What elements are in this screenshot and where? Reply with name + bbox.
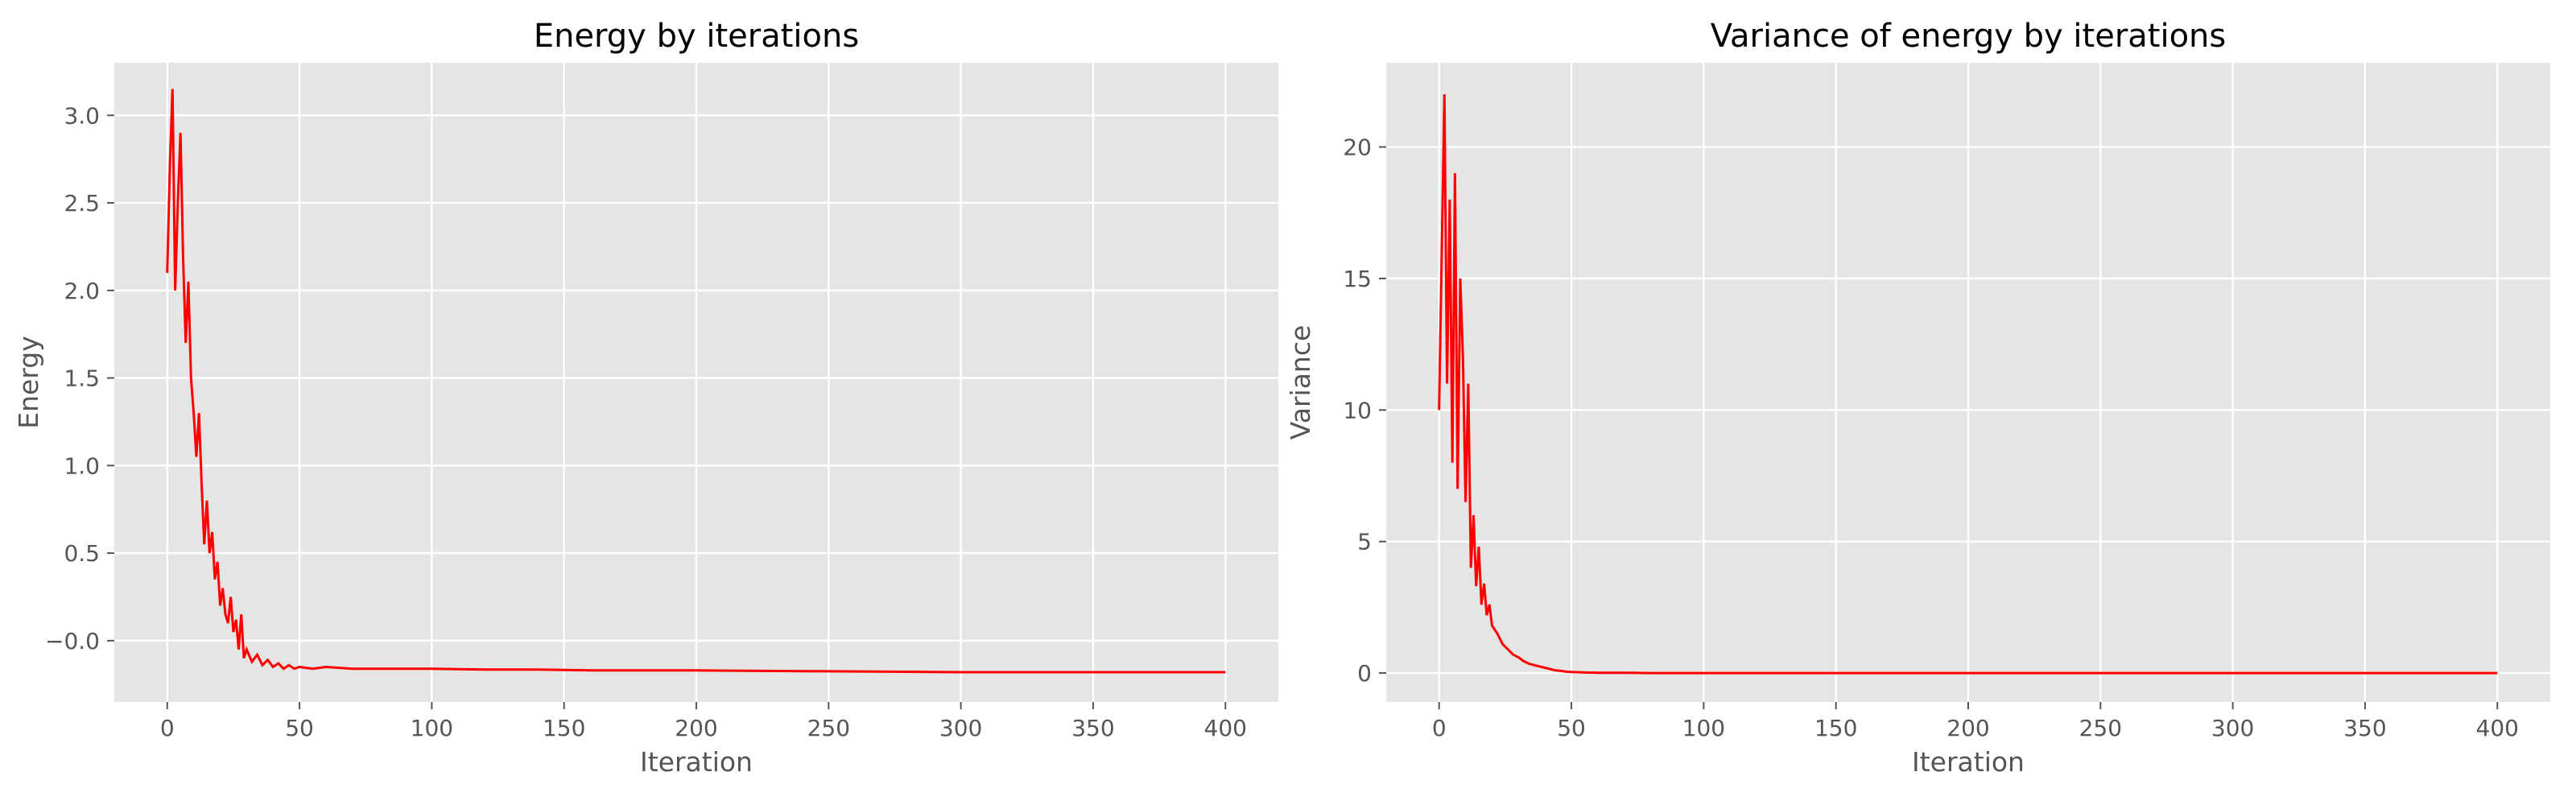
variance-x-tick-label: 350: [2343, 715, 2386, 741]
energy-y-tick-label: 2.5: [64, 190, 100, 217]
energy-chart: 0 50 100 150 200 250 300 350 400 −0.0 0.5 1.0 1.5 2.…: [13, 18, 1278, 778]
variance-y-tick-label: 0: [1357, 660, 1372, 687]
energy-y-axis-label: Energy: [13, 336, 44, 429]
variance-y-ticks: 0 5 10 15 20: [1343, 134, 1386, 687]
energy-x-tick-label: 350: [1071, 715, 1114, 741]
energy-x-tick-label: 150: [543, 715, 585, 741]
energy-x-tick-label: 300: [939, 715, 982, 741]
variance-grid: [1386, 63, 2550, 702]
energy-x-tick-label: 100: [411, 715, 453, 741]
energy-x-tick-label: 50: [285, 715, 314, 741]
variance-chart: 0 50 100 150 200 250 300 350 400 0 5 10 15 20 Varian…: [1285, 18, 2550, 778]
variance-x-tick-label: 400: [2476, 715, 2519, 741]
energy-x-tick-label: 200: [675, 715, 717, 741]
energy-y-ticks: −0.0 0.5 1.0 1.5 2.0 2.5 3.0: [45, 102, 114, 654]
variance-x-axis-label: Iteration: [1912, 746, 2025, 778]
energy-y-tick-label: 2.0: [64, 278, 100, 304]
variance-x-tick-label: 0: [1432, 715, 1447, 741]
energy-x-tick-label: 400: [1204, 715, 1247, 741]
variance-x-tick-label: 150: [1814, 715, 1857, 741]
energy-grid: [114, 63, 1278, 702]
variance-x-tick-label: 300: [2211, 715, 2254, 741]
variance-y-tick-label: 10: [1343, 397, 1372, 423]
variance-series-line: [1438, 94, 2498, 675]
variance-chart-title: Variance of energy by iterations: [1711, 18, 2226, 55]
energy-x-ticks: 0 50 100 150 200 250 300 350 400: [160, 702, 1247, 741]
variance-x-tick-label: 50: [1557, 715, 1586, 741]
variance-x-tick-label: 100: [1682, 715, 1725, 741]
variance-y-axis-label: Variance: [1285, 325, 1316, 440]
variance-x-tick-label: 200: [1946, 715, 1989, 741]
variance-x-tick-label: 250: [2079, 715, 2122, 741]
variance-x-ticks: 0 50 100 150 200 250 300 350 400: [1432, 702, 2519, 741]
variance-y-tick-label: 20: [1343, 134, 1372, 161]
energy-x-axis-label: Iteration: [640, 746, 753, 778]
energy-y-tick-label: −0.0: [45, 628, 100, 654]
energy-x-tick-label: 0: [160, 715, 175, 741]
variance-y-tick-label: 15: [1343, 266, 1372, 292]
energy-chart-title: Energy by iterations: [534, 18, 859, 55]
energy-y-tick-label: 3.0: [64, 102, 100, 129]
energy-series-line: [166, 89, 1226, 674]
energy-y-tick-label: 1.0: [64, 452, 100, 479]
energy-y-tick-label: 1.5: [64, 365, 100, 392]
energy-y-tick-label: 0.5: [64, 540, 100, 567]
energy-x-tick-label: 250: [807, 715, 850, 741]
variance-y-tick-label: 5: [1357, 529, 1372, 555]
